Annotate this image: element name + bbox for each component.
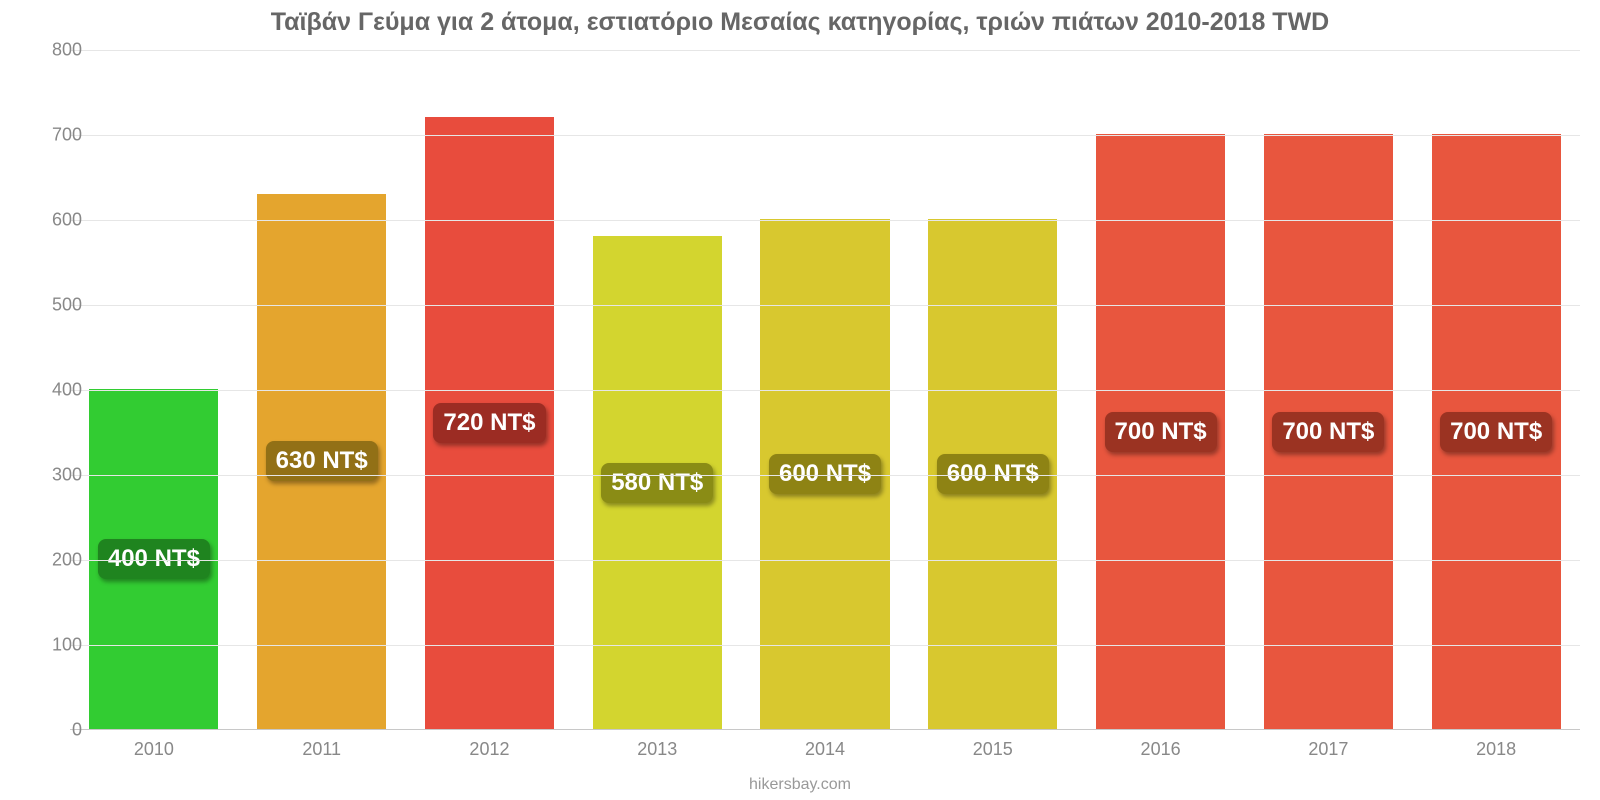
grid-line	[70, 645, 1580, 646]
x-tick-label: 2011	[302, 739, 341, 760]
value-badge: 580 NT$	[601, 463, 713, 503]
grid-line	[70, 220, 1580, 221]
grid-line	[70, 305, 1580, 306]
x-tick-label: 2017	[1308, 739, 1348, 760]
y-tick-label: 0	[22, 720, 82, 741]
value-badge: 600 NT$	[769, 454, 881, 494]
x-tick-label: 2010	[134, 739, 174, 760]
x-tick-label: 2013	[637, 739, 677, 760]
chart-container: Ταϊβάν Γεύμα για 2 άτομα, εστιατόριο Μεσ…	[0, 0, 1600, 800]
x-tick-label: 2014	[805, 739, 845, 760]
grid-line	[70, 390, 1580, 391]
bar: 700 NT$	[1432, 134, 1561, 729]
attribution-text: hikersbay.com	[0, 776, 1600, 794]
y-tick-label: 500	[22, 295, 82, 316]
bar: 700 NT$	[1264, 134, 1393, 729]
value-badge: 700 NT$	[1272, 412, 1384, 452]
bar: 600 NT$	[928, 219, 1057, 729]
value-badge: 600 NT$	[937, 454, 1049, 494]
grid-line	[70, 560, 1580, 561]
plot-area: 400 NT$2010630 NT$2011720 NT$2012580 NT$…	[70, 50, 1580, 730]
grid-line	[70, 475, 1580, 476]
y-tick-label: 300	[22, 465, 82, 486]
value-badge: 700 NT$	[1105, 412, 1217, 452]
value-badge: 700 NT$	[1440, 412, 1552, 452]
x-tick-label: 2012	[469, 739, 509, 760]
y-tick-label: 100	[22, 635, 82, 656]
value-badge: 400 NT$	[98, 539, 210, 579]
bar: 720 NT$	[425, 117, 554, 729]
x-tick-label: 2018	[1476, 739, 1516, 760]
y-tick-label: 700	[22, 125, 82, 146]
bar: 630 NT$	[257, 194, 386, 730]
y-tick-label: 600	[22, 210, 82, 231]
x-tick-label: 2015	[973, 739, 1013, 760]
bar: 600 NT$	[760, 219, 889, 729]
x-tick-label: 2016	[1141, 739, 1181, 760]
chart-title: Ταϊβάν Γεύμα για 2 άτομα, εστιατόριο Μεσ…	[0, 8, 1600, 37]
bar: 580 NT$	[593, 236, 722, 729]
bar: 400 NT$	[89, 389, 218, 729]
grid-line	[70, 50, 1580, 51]
y-tick-label: 400	[22, 380, 82, 401]
bar: 700 NT$	[1096, 134, 1225, 729]
y-tick-label: 800	[22, 40, 82, 61]
y-tick-label: 200	[22, 550, 82, 571]
value-badge: 720 NT$	[433, 403, 545, 443]
grid-line	[70, 135, 1580, 136]
